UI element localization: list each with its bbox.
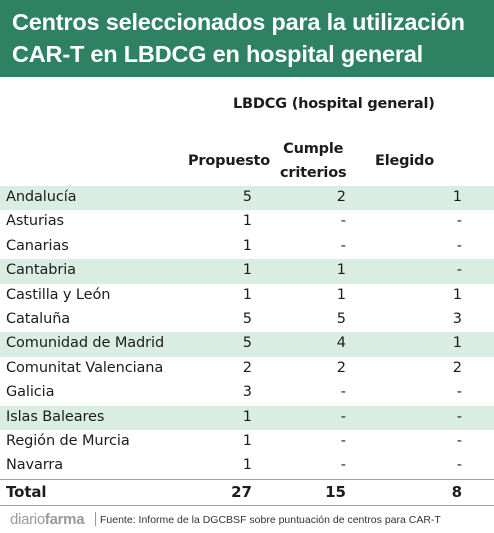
table-row: Cantabria 1 1 - bbox=[0, 259, 494, 284]
elegido-value: 1 bbox=[452, 189, 462, 205]
elegido-value: - bbox=[456, 432, 462, 449]
table-row: Castilla y León 1 1 1 bbox=[0, 284, 494, 308]
footer: diariofarma Fuente: Informe de la DGCBSF… bbox=[0, 508, 494, 533]
propuesto-value: 1 bbox=[242, 457, 252, 474]
column-header-elegido: Elegido bbox=[375, 153, 435, 169]
region-name: Castilla y León bbox=[6, 286, 111, 303]
region-name: Navarra bbox=[6, 457, 64, 474]
cumple-value: 5 bbox=[336, 310, 346, 327]
propuesto-value: 1 bbox=[242, 408, 252, 425]
elegido-value: - bbox=[456, 408, 462, 425]
elegido-value: 1 bbox=[452, 335, 462, 352]
brand-bold-text: farma bbox=[44, 511, 85, 528]
region-name: Comunidad de Madrid bbox=[6, 335, 165, 352]
propuesto-value: 2 bbox=[242, 359, 252, 376]
elegido-value: - bbox=[456, 457, 462, 474]
region-name: Comunitat Valenciana bbox=[6, 359, 164, 376]
region-name: Andalucía bbox=[6, 189, 77, 205]
title-line-1: Centros seleccionados para la utilizació… bbox=[12, 9, 465, 35]
table-row: Comunidad de Madrid 5 4 1 bbox=[0, 332, 494, 357]
elegido-value: - bbox=[456, 237, 462, 254]
source-note: Fuente: Informe de la DGCBSF sobre puntu… bbox=[100, 514, 441, 526]
table-row: Cataluña 5 5 3 bbox=[0, 308, 494, 332]
cumple-value: 4 bbox=[336, 335, 346, 352]
column-header-cumple-line2: criterios bbox=[280, 165, 347, 181]
region-name: Cantabria bbox=[6, 262, 76, 279]
propuesto-value: 1 bbox=[242, 237, 252, 254]
region-name: Región de Murcia bbox=[6, 432, 130, 449]
region-name: Asturias bbox=[6, 213, 64, 230]
column-header-cumple-criterios: Cumple criterios bbox=[280, 137, 347, 185]
propuesto-value: 5 bbox=[242, 335, 252, 352]
cumple-value: - bbox=[340, 457, 346, 474]
column-header-propuesto: Propuesto bbox=[188, 153, 270, 169]
cumple-value: - bbox=[340, 237, 346, 254]
column-header-cumple-line1: Cumple bbox=[283, 141, 344, 157]
region-name: Cataluña bbox=[6, 310, 71, 327]
region-name: Islas Baleares bbox=[6, 408, 105, 425]
cumple-value: 2 bbox=[336, 359, 346, 376]
propuesto-value: 5 bbox=[242, 189, 252, 205]
data-table: Andalucía 5 2 1 Asturias 1 - - Canarias … bbox=[0, 186, 494, 506]
propuesto-value: 1 bbox=[242, 213, 252, 230]
region-name: Canarias bbox=[6, 237, 69, 254]
propuesto-value: 1 bbox=[242, 262, 252, 279]
brand-logo: diariofarma bbox=[10, 511, 85, 528]
brand-light-text: diario bbox=[10, 511, 45, 528]
footer-divider bbox=[95, 512, 96, 526]
propuesto-value: 5 bbox=[242, 310, 252, 327]
cumple-value: - bbox=[340, 432, 346, 449]
table-row: Región de Murcia 1 - - bbox=[0, 430, 494, 454]
table-row: Asturias 1 - - bbox=[0, 210, 494, 234]
total-label: Total bbox=[6, 482, 47, 501]
region-name: Galicia bbox=[6, 384, 55, 401]
table-row: Andalucía 5 2 1 bbox=[0, 186, 494, 211]
elegido-value: - bbox=[456, 384, 462, 401]
table-row: Islas Baleares 1 - - bbox=[0, 405, 494, 430]
elegido-value: - bbox=[456, 213, 462, 230]
cumple-value: - bbox=[340, 384, 346, 401]
total-elegido: 8 bbox=[451, 482, 462, 501]
elegido-value: 1 bbox=[452, 286, 462, 303]
group-header: LBDCG (hospital general) bbox=[233, 96, 435, 112]
table-row: Canarias 1 - - bbox=[0, 235, 494, 259]
total-cumple: 15 bbox=[325, 482, 346, 501]
cumple-value: 2 bbox=[336, 189, 346, 205]
propuesto-value: 1 bbox=[242, 432, 252, 449]
cumple-value: - bbox=[340, 213, 346, 230]
table-row: Comunitat Valenciana 2 2 2 bbox=[0, 357, 494, 381]
propuesto-value: 3 bbox=[242, 384, 252, 401]
total-propuesto: 27 bbox=[231, 482, 252, 501]
total-row: Total 27 15 8 bbox=[0, 478, 494, 506]
title-banner: Centros seleccionados para la utilizació… bbox=[0, 0, 494, 77]
title-line-2: CAR-T en LBDCG en hospital general bbox=[12, 41, 424, 67]
elegido-value: - bbox=[456, 262, 462, 279]
cumple-value: - bbox=[340, 408, 346, 425]
cumple-value: 1 bbox=[336, 262, 346, 279]
elegido-value: 3 bbox=[452, 310, 462, 327]
elegido-value: 2 bbox=[452, 359, 462, 376]
table-row: Navarra 1 - - bbox=[0, 454, 494, 478]
cumple-value: 1 bbox=[336, 286, 346, 303]
table-row: Galicia 3 - - bbox=[0, 381, 494, 405]
propuesto-value: 1 bbox=[242, 286, 252, 303]
